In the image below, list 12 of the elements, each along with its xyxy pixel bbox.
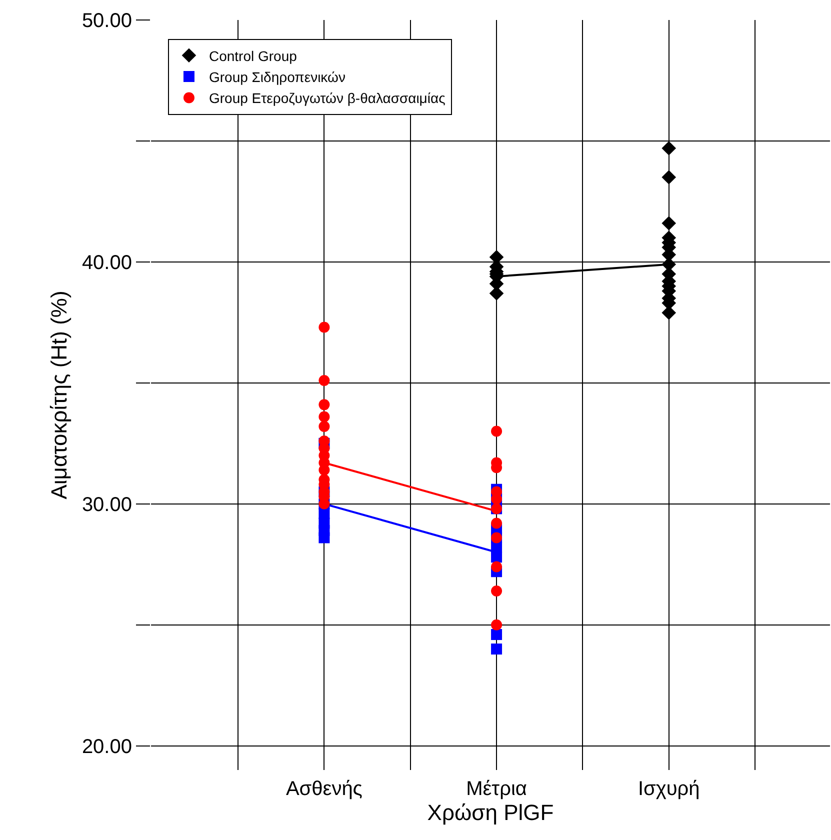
- x-tick-label: Ασθενής: [286, 778, 363, 800]
- legend-label: Control Group: [208, 48, 298, 64]
- legend-label: Group Ετεροζυγωτών β-θαλασσαιμίας: [208, 90, 446, 106]
- y-axis-title: Αιματοκρίτης (Ht) (%): [46, 290, 72, 500]
- legend-label: Group Σιδηροπενικών: [208, 69, 346, 86]
- y-tick-label: 30.00: [82, 494, 132, 516]
- y-tick-label: 20.00: [82, 736, 132, 758]
- x-tick-label: Ισχυρή: [638, 778, 700, 800]
- y-tick-label: 50.00: [82, 10, 132, 32]
- x-tick-label: Μέτρια: [466, 778, 527, 800]
- y-tick-label: 40.00: [82, 252, 132, 274]
- x-axis-title: Χρώση PlGF: [427, 800, 554, 825]
